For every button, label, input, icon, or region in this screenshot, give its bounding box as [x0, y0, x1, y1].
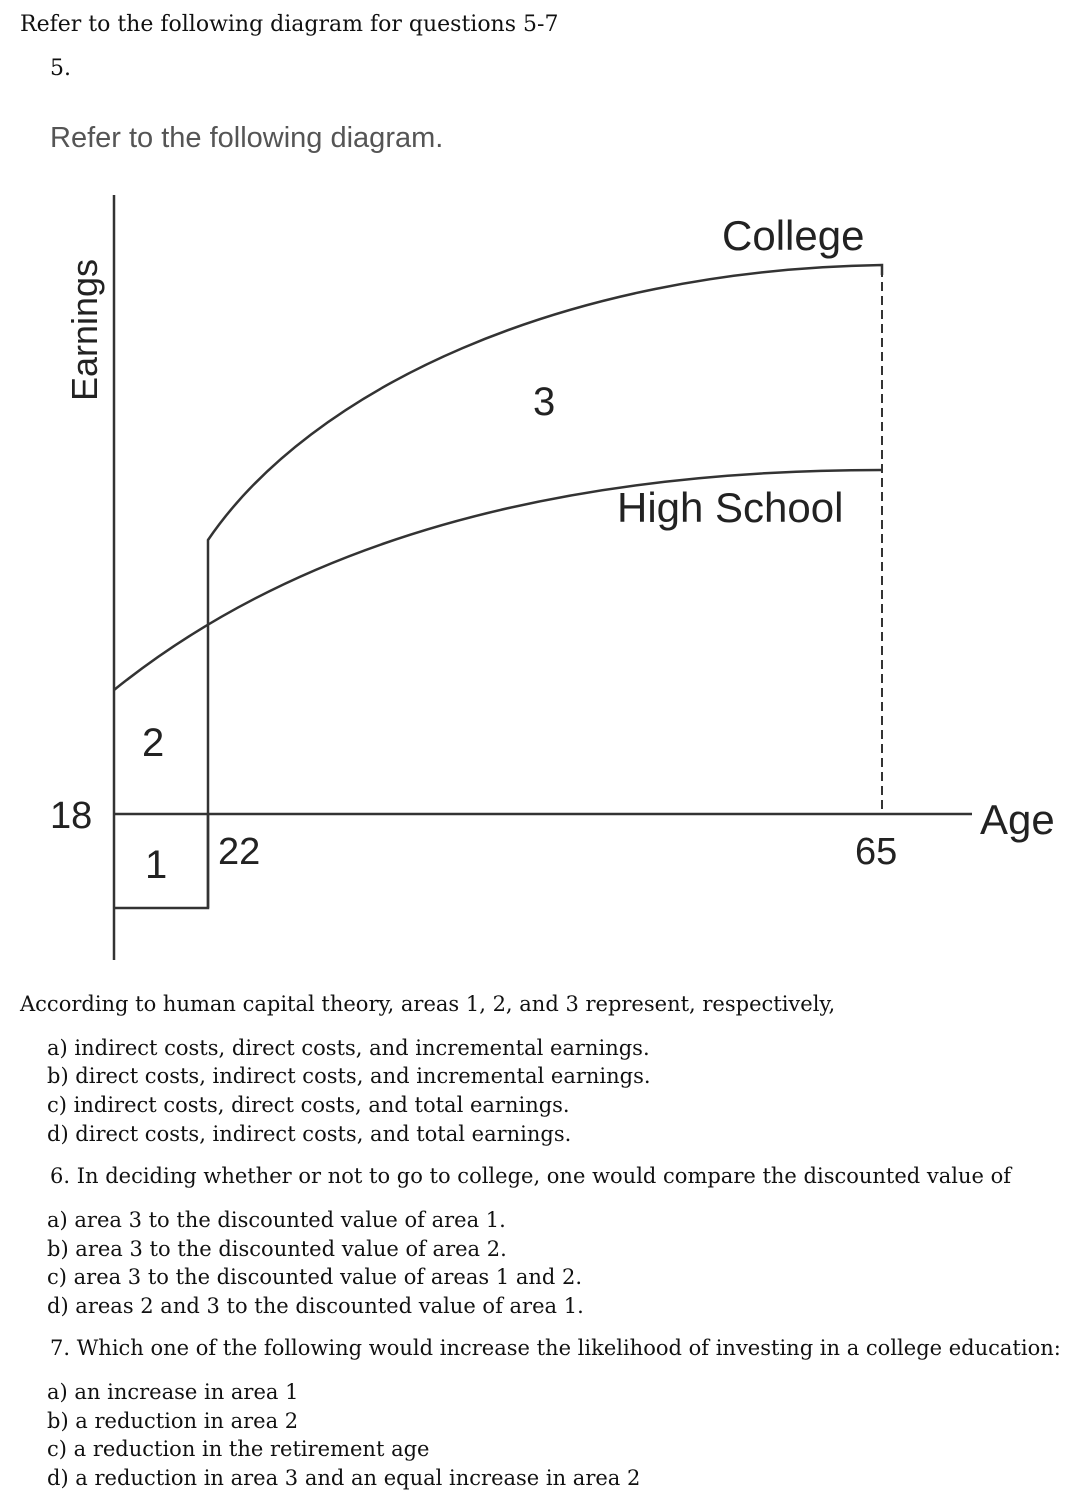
area-3-label: 3	[533, 380, 555, 424]
question-7-stem: 7. Which one of the following would incr…	[50, 1336, 1061, 1360]
college-curve	[206, 263, 884, 908]
area-2-label: 2	[142, 721, 164, 765]
question-6-option-c: c) area 3 to the discounted value of are…	[47, 1265, 583, 1289]
college-label: College	[722, 212, 864, 259]
question-7-option-a: a) an increase in area 1	[47, 1380, 299, 1404]
high-school-label: High School	[617, 484, 843, 531]
age-65-label: 65	[855, 831, 897, 873]
question-6-option-b: b) area 3 to the discounted value of are…	[47, 1237, 507, 1261]
human-capital-diagram: Earnings College High School 3 2 1 18 22…	[50, 195, 1055, 960]
question-6-stem: 6. In deciding whether or not to go to c…	[50, 1164, 1012, 1188]
question-5-stem: According to human capital theory, areas…	[20, 992, 836, 1016]
x-axis-label: Age	[980, 796, 1055, 843]
question-6-option-d: d) areas 2 and 3 to the discounted value…	[47, 1294, 584, 1318]
question-6-option-a: a) area 3 to the discounted value of are…	[47, 1208, 506, 1232]
question-5-number: 5.	[50, 56, 71, 81]
age-18-label: 18	[50, 795, 92, 837]
diagram-prompt: Refer to the following diagram.	[50, 122, 444, 154]
question-5-option-b: b) direct costs, indirect costs, and inc…	[47, 1064, 651, 1088]
question-7-option-c: c) a reduction in the retirement age	[47, 1437, 430, 1461]
intro-text: Refer to the following diagram for quest…	[20, 12, 559, 37]
question-5-option-c: c) indirect costs, direct costs, and tot…	[47, 1093, 570, 1117]
y-axis-label: Earnings	[64, 259, 105, 401]
question-5-option-d: d) direct costs, indirect costs, and tot…	[47, 1122, 572, 1146]
question-7-option-b: b) a reduction in area 2	[47, 1409, 299, 1433]
high-school-curve	[113, 468, 883, 691]
area-1-label: 1	[145, 843, 167, 887]
age-22-label: 22	[218, 831, 260, 873]
question-7-option-d: d) a reduction in area 3 and an equal in…	[47, 1466, 641, 1490]
question-5-option-a: a) indirect costs, direct costs, and inc…	[47, 1036, 650, 1060]
